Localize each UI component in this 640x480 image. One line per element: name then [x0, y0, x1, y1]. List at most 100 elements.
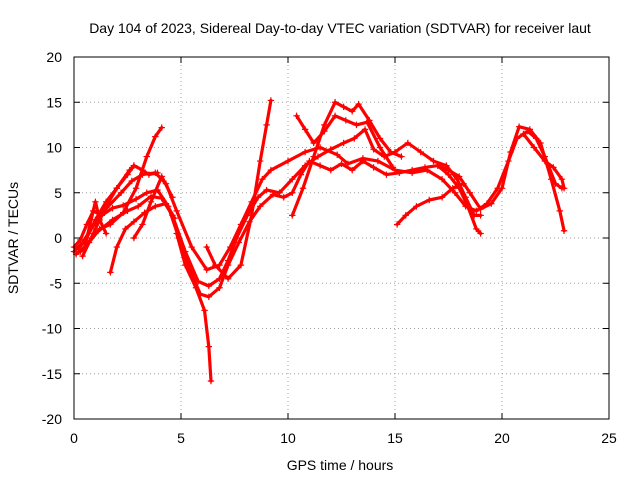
data-point [530, 144, 538, 151]
data-point [370, 146, 377, 153]
data-point [426, 196, 433, 204]
data-point [158, 173, 165, 180]
data-point [477, 212, 484, 219]
data-point [370, 164, 377, 171]
series-track-9 [79, 162, 138, 260]
data-point [297, 171, 305, 178]
data-point [267, 97, 275, 104]
data-point [404, 139, 412, 147]
data-point [289, 189, 296, 196]
data-point [558, 175, 566, 183]
series-track-2 [72, 126, 484, 290]
data-point [169, 194, 176, 201]
data-point [301, 126, 309, 133]
series-layer [70, 97, 568, 385]
data-point [205, 282, 213, 290]
data-point [132, 195, 140, 203]
data-point [331, 112, 339, 120]
data-point [267, 166, 275, 174]
data-point [233, 234, 240, 242]
data-point [263, 186, 270, 194]
data-point [466, 189, 474, 196]
series-track-7 [289, 99, 405, 219]
data-point [396, 169, 403, 177]
data-point [79, 252, 86, 260]
data-point [113, 243, 120, 251]
data-point [289, 212, 296, 219]
data-point [152, 133, 159, 140]
data-point [289, 175, 296, 183]
data-point [445, 166, 452, 174]
data-point [387, 148, 394, 156]
series-track-15 [520, 130, 568, 192]
y-tick-label: 10 [46, 140, 62, 156]
data-point [152, 203, 159, 210]
data-point [363, 118, 371, 126]
data-point [87, 216, 95, 224]
data-point [154, 169, 161, 177]
data-point [310, 139, 317, 147]
data-point [128, 177, 135, 185]
data-point [182, 261, 189, 269]
data-point [284, 157, 292, 165]
data-point [145, 171, 153, 178]
data-point [398, 153, 405, 160]
data-point [293, 112, 300, 120]
data-point [143, 189, 150, 196]
data-point [473, 207, 480, 215]
series-track-11 [130, 173, 176, 242]
data-point [520, 130, 527, 138]
data-point [201, 307, 208, 314]
data-point [327, 146, 334, 153]
data-point [477, 205, 484, 213]
data-point [340, 103, 347, 110]
data-point [338, 160, 345, 167]
data-point [96, 216, 103, 224]
data-point [132, 185, 140, 192]
data-point [256, 157, 264, 165]
data-point [349, 166, 356, 174]
y-tick-label: 20 [46, 49, 62, 65]
data-point [383, 171, 390, 178]
series-track-3 [70, 157, 484, 301]
data-point [402, 212, 409, 219]
data-point [353, 121, 360, 129]
data-point [389, 164, 397, 171]
y-axis-label: SDTVAR / TECUs [5, 182, 21, 294]
data-point [237, 261, 245, 269]
data-point [541, 157, 548, 165]
data-point [331, 99, 339, 106]
data-point [158, 124, 165, 131]
series-line [436, 125, 566, 233]
data-point [90, 230, 97, 237]
data-point [438, 194, 446, 201]
y-tick-label: -15 [42, 366, 62, 382]
series-line [205, 98, 273, 281]
data-point [421, 164, 429, 171]
data-point [438, 175, 446, 183]
data-point [188, 243, 195, 251]
data-point [351, 135, 358, 142]
data-point [376, 135, 384, 142]
data-point [259, 175, 266, 183]
x-tick-label: 10 [280, 430, 296, 446]
data-point [560, 227, 568, 234]
data-point [417, 148, 424, 156]
series-line [81, 164, 136, 258]
data-point [256, 203, 264, 210]
y-tick-label: -10 [42, 321, 62, 337]
data-point [449, 185, 456, 192]
data-point [173, 207, 180, 215]
x-axis-label: GPS time / hours [287, 457, 394, 473]
y-tick-label: 0 [54, 230, 62, 246]
series-track-6 [203, 97, 275, 282]
data-point [102, 203, 110, 210]
data-point [515, 123, 523, 130]
data-point [224, 261, 232, 269]
data-point [473, 225, 480, 233]
data-point [113, 185, 120, 192]
data-point [361, 126, 369, 133]
data-point [120, 209, 127, 216]
data-point [171, 214, 178, 222]
